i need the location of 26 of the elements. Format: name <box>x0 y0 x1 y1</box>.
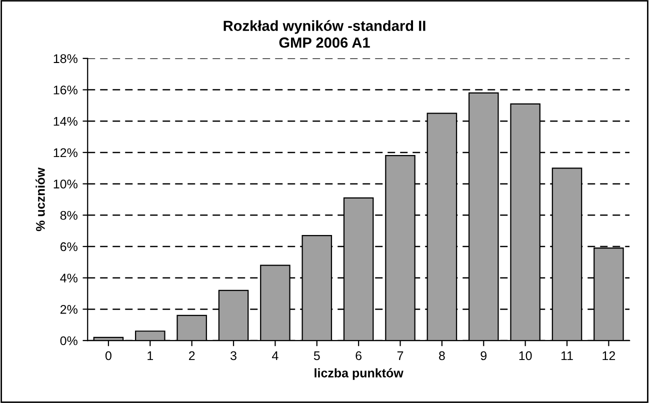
y-tick-label: 12% <box>54 148 78 158</box>
x-axis-title: liczba punktów <box>314 368 404 380</box>
x-tick-label: 3 <box>230 351 236 360</box>
x-tick-label: 11 <box>561 351 573 360</box>
x-tick-label: 10 <box>519 351 532 360</box>
x-tick-label: 5 <box>314 351 320 360</box>
y-tick-label: 6% <box>60 242 78 252</box>
x-tick-label: 7 <box>397 351 404 360</box>
y-tick-label: 8% <box>60 210 78 220</box>
y-tick-label: 18% <box>54 54 78 64</box>
y-tick-label: 14% <box>54 116 78 126</box>
x-tick-label: 8 <box>439 351 445 360</box>
y-tick-label: 2% <box>60 304 78 314</box>
y-tick-label: 4% <box>60 274 78 282</box>
y-tick-label: 0% <box>60 336 78 346</box>
x-tick-label: 1 <box>148 351 154 360</box>
x-tick-label: 9 <box>480 351 487 360</box>
x-tick-label: 0 <box>105 351 112 360</box>
x-tick-label: 12 <box>602 351 616 360</box>
y-tick-label: 10% <box>54 180 78 188</box>
x-tick-label: 4 <box>272 351 278 360</box>
y-tick-label: 16% <box>54 86 78 94</box>
x-tick-label: 6 <box>356 351 362 360</box>
y-axis-title: % uczniów <box>36 168 45 232</box>
chart-title: Rozkład wyników -standard II GMP 2006 A1 <box>224 20 426 48</box>
x-tick-label: 2 <box>188 351 195 360</box>
